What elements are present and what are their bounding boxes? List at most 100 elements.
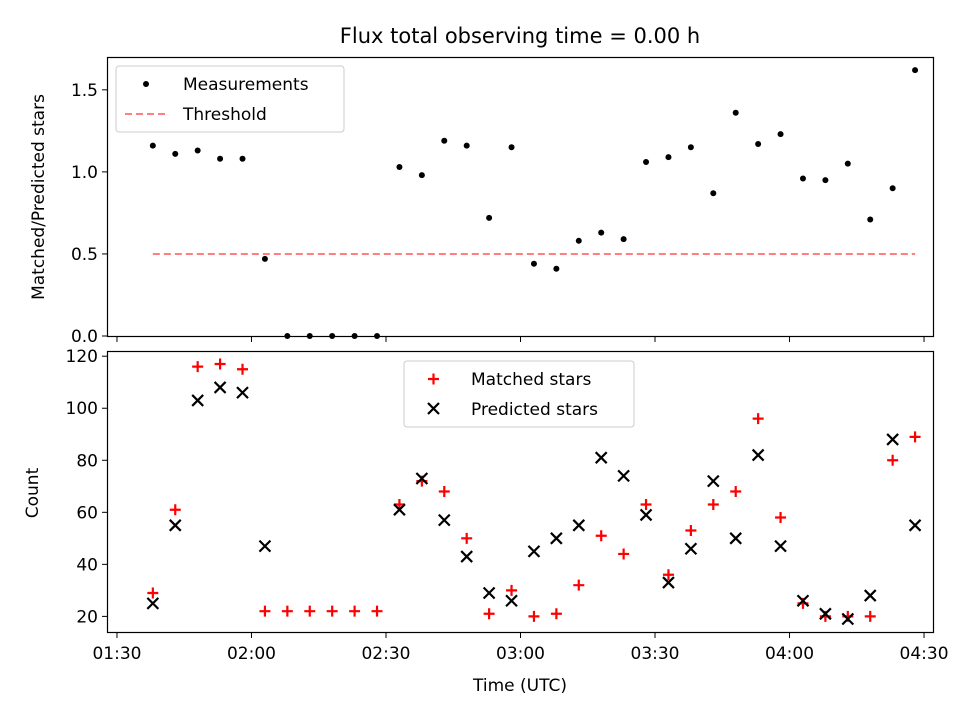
matched-star-point — [169, 504, 181, 516]
top-axes-frame — [106, 56, 935, 338]
measurement-point — [598, 229, 605, 236]
legend-measurements-label: Measurements — [183, 75, 309, 95]
measurement-point — [530, 260, 537, 267]
matched-star-point — [371, 605, 383, 617]
bottom-plot-area: 20 40 60 80 100 120 01:30 02:00 02:30 03:00 03:30 0… — [66, 347, 949, 664]
matched-star-point — [887, 454, 899, 466]
top-y-tick-label: 1.5 — [71, 81, 98, 101]
legend-matched-marker — [428, 373, 439, 385]
matched-star-point — [528, 610, 540, 622]
bottom-x-axis-label: Time (UTC) — [472, 676, 567, 696]
measurement-point — [239, 155, 246, 162]
matched-star-point — [618, 548, 630, 560]
predicted-star-point — [819, 607, 832, 621]
predicted-star-point — [886, 433, 899, 446]
legend-matched-label: Matched stars — [471, 370, 591, 390]
bottom-y-tick-label: 100 — [66, 399, 98, 419]
bottom-x-tick-label: 03:00 — [496, 644, 545, 664]
matched-star-point — [573, 579, 585, 591]
matched-star-point — [595, 530, 607, 542]
measurement-point — [261, 255, 268, 262]
bottom-x-tick-label: 03:30 — [631, 644, 680, 664]
measurement-point — [889, 185, 896, 192]
top-y-axis-label: Matched/Predicted stars — [29, 94, 49, 300]
matched-star-point — [304, 605, 316, 617]
measurement-point — [844, 160, 851, 167]
predicted-star-point — [863, 589, 877, 602]
legend-predicted-label: Predicted stars — [471, 400, 598, 420]
matched-star-point — [506, 584, 518, 596]
measurement-point — [172, 150, 179, 157]
legend-measurements-marker — [143, 81, 149, 87]
measurement-point — [799, 175, 806, 182]
bottom-y-tick-label: 120 — [66, 347, 98, 367]
legend-predicted-marker — [427, 402, 440, 415]
matched-star-point — [147, 587, 159, 599]
bottom-x-tick-label: 01:30 — [92, 644, 141, 664]
bottom-legend-box — [403, 360, 635, 428]
predicted-star-point — [639, 508, 653, 522]
matched-star-point — [237, 363, 249, 375]
bottom-y-tick-label: 60 — [76, 503, 98, 523]
matched-star-point — [259, 605, 271, 617]
measurement-point — [553, 265, 560, 272]
bottom-x-tick-label: 04:30 — [900, 644, 949, 664]
measurement-point — [149, 142, 156, 149]
predicted-star-point — [258, 539, 272, 553]
matched-star-point — [685, 525, 697, 537]
predicted-star-point — [550, 532, 563, 545]
bottom-x-tick-label: 02:30 — [361, 644, 410, 664]
top-y-tick-label: 0.5 — [71, 245, 98, 265]
matched-star-point — [640, 499, 652, 511]
measurement-point — [418, 172, 425, 179]
matched-star-point — [909, 431, 921, 443]
predicted-star-point — [482, 586, 496, 600]
predicted-star-point — [707, 474, 720, 488]
legend-threshold-label: Threshold — [182, 105, 267, 125]
measurement-point — [575, 237, 582, 244]
bottom-legend: Matched stars Predicted stars — [403, 360, 635, 428]
predicted-star-point — [774, 539, 787, 553]
measurement-point — [912, 67, 919, 74]
predicted-star-point — [191, 394, 204, 407]
predicted-star-point — [684, 542, 698, 556]
predicted-star-point — [505, 594, 518, 608]
bottom-y-axis-label: Count — [23, 467, 43, 518]
top-y-tick-label: 0.0 — [71, 327, 98, 347]
predicted-star-point — [460, 550, 473, 563]
predicted-star-point — [572, 519, 586, 532]
predicted-star-point — [662, 576, 675, 589]
measurement-point — [710, 190, 717, 197]
predicted-star-point — [594, 451, 608, 464]
top-chart-title: Flux total observing time = 0.00 h — [340, 24, 700, 48]
matched-star-point — [281, 605, 293, 617]
measurement-point — [822, 177, 829, 184]
predicted-star-point — [213, 381, 227, 394]
measurement-point — [486, 214, 493, 221]
bottom-x-tick-label: 02:00 — [227, 644, 276, 664]
matched-star-point — [730, 486, 742, 497]
predicted-star-point — [908, 519, 922, 532]
predicted-star-point — [841, 612, 855, 626]
measurement-point — [217, 155, 224, 162]
predicted-star-point — [527, 545, 541, 558]
predicted-star-point — [146, 597, 160, 610]
measurement-point — [867, 216, 874, 223]
measurement-point — [396, 163, 403, 170]
predicted-star-point — [796, 594, 810, 608]
matched-star-point — [483, 608, 495, 620]
matched-star-point — [864, 610, 876, 622]
measurement-point — [732, 109, 739, 116]
matched-star-point — [707, 499, 719, 511]
predicted-star-point — [393, 503, 406, 516]
matched-star-point — [326, 605, 338, 617]
matched-star-point — [438, 486, 450, 497]
top-legend: Measurements Threshold — [115, 65, 345, 133]
measurement-point — [665, 154, 672, 161]
measurement-point — [441, 137, 448, 144]
matched-star-point — [550, 608, 562, 620]
top-plot-area: 0.0 0.5 1.0 1.5 — [71, 67, 925, 347]
measurement-point — [777, 131, 784, 138]
top-legend-box — [115, 65, 345, 133]
